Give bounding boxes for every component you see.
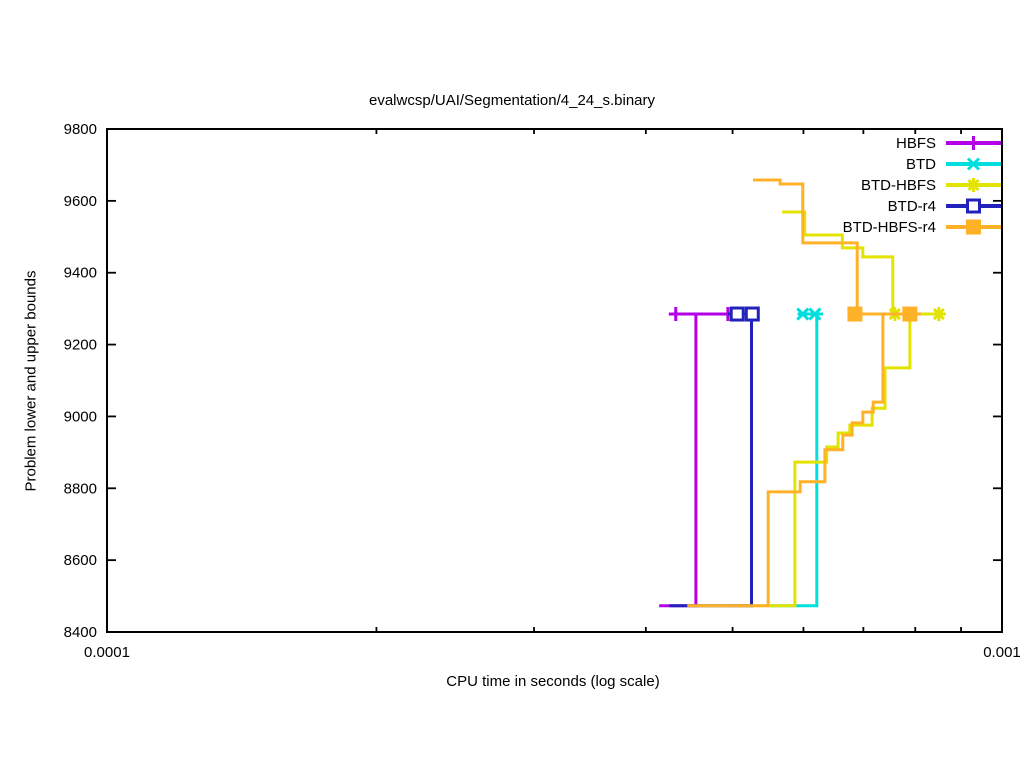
y-tick-label: 8600 bbox=[64, 552, 97, 569]
series-BTD-HBFS-upper-bound bbox=[782, 210, 939, 316]
x-tick-label: 0.0001 bbox=[84, 644, 130, 661]
tick-labels: 0.0001 0.001 8400 8600 8800 9000 9200 9400 9600 9… bbox=[64, 121, 1021, 661]
y-tick-label: 8400 bbox=[64, 624, 97, 641]
series-BTD-HBFS bbox=[732, 210, 946, 608]
series-BTD-r4 bbox=[669, 306, 760, 608]
legend-entry-BTD: BTD bbox=[906, 156, 1001, 173]
x-axis-label: CPU time in seconds (log scale) bbox=[446, 673, 660, 690]
legend-label: BTD bbox=[906, 156, 936, 173]
marker-square-filled bbox=[966, 219, 981, 235]
legend-label: BTD-HBFS bbox=[861, 177, 936, 194]
y-tick-label: 8800 bbox=[64, 480, 97, 497]
series-HBFS-lower-bound bbox=[659, 314, 698, 608]
legend-entry-BTD-HBFS: BTD-HBFS bbox=[861, 177, 1001, 194]
chart-title: evalwcsp/UAI/Segmentation/4_24_s.binary bbox=[369, 92, 655, 109]
y-tick-label: 9200 bbox=[64, 337, 97, 354]
legend-entry-HBFS: HBFS bbox=[896, 135, 1001, 152]
marker-square-open bbox=[729, 306, 745, 322]
marker-plus bbox=[966, 136, 981, 150]
legend-label: HBFS bbox=[896, 135, 936, 152]
plot-border bbox=[106, 128, 1003, 633]
marker-square-open bbox=[744, 306, 760, 322]
x-tick-label: 0.001 bbox=[983, 644, 1021, 661]
legend-entry-BTD-HBFS-r4: BTD-HBFS-r4 bbox=[843, 219, 1001, 236]
legend-entry-BTD-r4: BTD-r4 bbox=[888, 198, 1001, 215]
marker-asterisk bbox=[966, 178, 981, 192]
marker-asterisk bbox=[931, 307, 946, 322]
series-BTD-HBFS-r4-lower-bound bbox=[687, 314, 885, 608]
legend: HBFS BTD BTD-HBFS BTD-r4 BTD-HBFS-r4 bbox=[843, 135, 1001, 236]
series-HBFS bbox=[659, 307, 735, 608]
y-tick-label: 9000 bbox=[64, 408, 97, 425]
legend-label: BTD-r4 bbox=[888, 198, 936, 215]
marker-cross bbox=[796, 307, 810, 321]
series-BTD-HBFS-lower-bound bbox=[732, 314, 912, 608]
marker-square-filled bbox=[902, 306, 918, 322]
legend-label: BTD-HBFS-r4 bbox=[843, 219, 936, 236]
marker-cross bbox=[966, 157, 981, 171]
series-BTD-r4-lower-bound bbox=[669, 314, 753, 608]
marker-square-open bbox=[966, 198, 981, 214]
marker-cross bbox=[808, 307, 822, 321]
axis-ticks bbox=[106, 128, 1003, 633]
marker-plus bbox=[668, 307, 683, 322]
y-tick-label: 9400 bbox=[64, 265, 97, 282]
series-BTD-lower-bound bbox=[769, 314, 819, 608]
series-BTD-HBFS-r4-upper-bound bbox=[753, 178, 922, 316]
marker-square-filled bbox=[847, 306, 863, 322]
y-tick-label: 9800 bbox=[64, 121, 97, 138]
series-BTD-HBFS-r4 bbox=[687, 178, 922, 608]
y-tick-label: 9600 bbox=[64, 193, 97, 210]
